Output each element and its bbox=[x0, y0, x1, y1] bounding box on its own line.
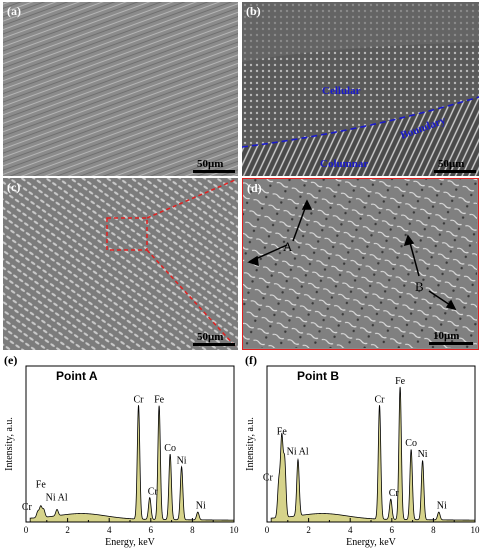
x-tick-label: 4 bbox=[348, 525, 353, 535]
x-tick-label: 0 bbox=[265, 525, 270, 535]
sem-panel-c: (c) 50μm bbox=[3, 178, 238, 350]
boundary-line bbox=[242, 96, 479, 148]
point-b-label: B bbox=[415, 279, 424, 294]
sem-texture-c bbox=[3, 178, 238, 350]
annotation-columnar: Columnar bbox=[320, 158, 368, 170]
peak-label: Ni bbox=[437, 501, 447, 512]
sem-texture-b: Cellular Boundary Columnar bbox=[242, 2, 479, 176]
scale-label-a: 50μm bbox=[197, 158, 224, 170]
x-tick-label: 6 bbox=[149, 525, 154, 535]
peak-label: Co bbox=[405, 438, 417, 449]
peak-label: Ni bbox=[418, 449, 428, 460]
arrows-b bbox=[403, 234, 457, 311]
scale-bar-b: 50μm bbox=[434, 157, 476, 173]
x-tick-label: 2 bbox=[306, 525, 311, 535]
peak-label: Al bbox=[299, 446, 309, 457]
sem-texture-a bbox=[3, 2, 238, 176]
panel-label-b: (b) bbox=[246, 4, 261, 18]
x-axis-label: Energy, keV bbox=[105, 537, 155, 548]
x-tick-label: 6 bbox=[390, 525, 395, 535]
x-tick-label: 0 bbox=[24, 525, 29, 535]
eds-chart-f: 0 2 4 6 8 10 Energy, keV Intensity, a.u. (f) Poin… bbox=[245, 353, 481, 548]
x-tick-label: 2 bbox=[65, 525, 70, 535]
peak-label: Co bbox=[164, 443, 176, 454]
sem-panel-d: A B (d) 10μm bbox=[242, 178, 479, 350]
x-tick-label: 10 bbox=[471, 525, 481, 535]
eds-chart-e: 0 2 4 6 8 10 Energy, keV Intensity, a.u. (e) Poin… bbox=[4, 353, 240, 548]
panel-label-d: (d) bbox=[247, 181, 262, 195]
scale-bar-c: 50μm bbox=[193, 330, 235, 346]
sem-panel-b: Cellular Boundary Columnar (b) 50μm bbox=[242, 2, 479, 176]
panel-label-a: (a) bbox=[7, 4, 21, 18]
x-axis-label: Energy, keV bbox=[346, 537, 396, 548]
peak-label: Ni bbox=[46, 493, 56, 504]
annotation-cellular: Cellular bbox=[322, 85, 361, 97]
x-tick-label: 10 bbox=[230, 525, 240, 535]
peak-label: Cr bbox=[148, 487, 159, 498]
peak-label: Cr bbox=[134, 395, 145, 406]
peak-label: Fe bbox=[277, 426, 288, 437]
y-axis-label: Intensity, a.u. bbox=[4, 417, 15, 471]
sem-texture-d: A B bbox=[243, 179, 477, 348]
x-tick-label: 8 bbox=[190, 525, 195, 535]
arrows-a bbox=[247, 199, 313, 267]
chart-title: Point B bbox=[297, 369, 339, 383]
peak-label: Cr bbox=[22, 502, 33, 513]
scale-bar-d: 10μm bbox=[429, 329, 473, 345]
y-axis-label: Intensity, a.u. bbox=[245, 417, 256, 471]
sem-panel-a: (a) 50μm bbox=[3, 2, 238, 176]
x-tick-label: 4 bbox=[107, 525, 112, 535]
spectrum-area bbox=[29, 405, 235, 523]
chart-title: Point A bbox=[56, 369, 98, 383]
peak-label: Fe bbox=[395, 376, 406, 387]
scale-label-c: 50μm bbox=[197, 331, 224, 343]
peak-label: Ni bbox=[287, 446, 297, 457]
peak-label: Cr bbox=[389, 488, 400, 499]
chart-panel-label: (f) bbox=[245, 353, 257, 367]
point-a-label: A bbox=[283, 239, 293, 254]
scale-bar-a: 50μm bbox=[193, 157, 235, 173]
chart-panel-label: (e) bbox=[4, 353, 17, 367]
x-tick-label: 8 bbox=[431, 525, 436, 535]
peak-label: Fe bbox=[154, 395, 165, 406]
peak-label: Ni bbox=[177, 455, 187, 466]
peak-label: Fe bbox=[36, 480, 47, 491]
scale-label-d: 10μm bbox=[433, 330, 460, 342]
panel-label-c: (c) bbox=[7, 180, 21, 194]
scale-label-b: 50μm bbox=[438, 158, 465, 170]
spectrum-area bbox=[270, 386, 476, 523]
zoom-region bbox=[106, 217, 148, 251]
peak-label: Cr bbox=[375, 395, 386, 406]
peak-label: Al bbox=[58, 493, 68, 504]
peak-label: Ni bbox=[196, 501, 206, 512]
peak-label: Cr bbox=[263, 473, 274, 484]
